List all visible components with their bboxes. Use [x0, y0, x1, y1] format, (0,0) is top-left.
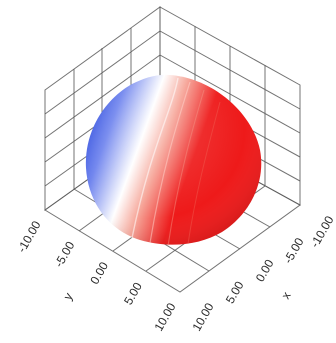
sphere-surface: [85, 74, 262, 247]
x-tick-2: 0.00: [253, 257, 277, 285]
y-tick-0: -10.00: [14, 218, 43, 255]
y-tick-3: 5.00: [121, 280, 145, 308]
sphere-contour-4: [187, 101, 221, 245]
y-axis-label: y: [60, 290, 75, 302]
x-axis-label: x: [278, 289, 293, 301]
y-tick-1: -5.00: [52, 239, 78, 270]
x-tick-3: 5.00: [223, 279, 247, 307]
x-tick-0: -10.00: [307, 213, 336, 250]
y-tick-2: 0.00: [87, 259, 111, 287]
sphere-contour-2: [149, 81, 191, 244]
sphere-shading: [85, 74, 262, 245]
sphere-contour-3: [167, 89, 205, 247]
x-tick-1: -5.00: [281, 235, 307, 266]
y-tick-4: 10.00: [151, 300, 178, 333]
sphere-contour-1: [131, 77, 179, 239]
x-tick-4: 10.00: [189, 300, 216, 333]
